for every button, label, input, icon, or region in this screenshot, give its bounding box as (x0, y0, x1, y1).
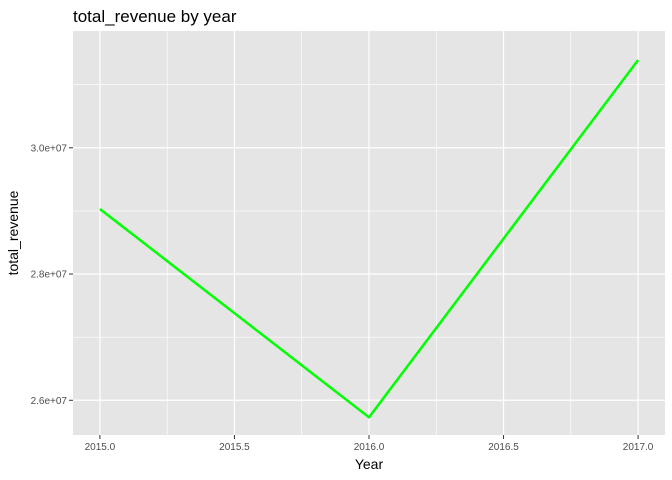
y-axis: 2.6e+07 2.8e+07 3.0e+07 (31, 143, 73, 407)
x-tick-label: 2016.5 (488, 442, 519, 453)
x-axis: 2015.0 2015.5 2016.0 2016.5 2017.0 (85, 435, 654, 453)
data-series (99, 59, 640, 419)
major-grid-lines (73, 31, 665, 435)
x-tick-label: 2015.0 (85, 442, 116, 453)
y-tick-label: 2.6e+07 (31, 396, 68, 407)
y-axis-title: total_revenue (5, 190, 21, 275)
x-tick-label: 2017.0 (623, 442, 654, 453)
series-line (99, 59, 640, 419)
x-axis-title: Year (355, 456, 384, 472)
y-tick-label: 3.0e+07 (31, 143, 68, 154)
x-tick-label: 2015.5 (219, 442, 250, 453)
y-tick-label: 2.8e+07 (31, 270, 68, 281)
chart-title: total_revenue by year (73, 7, 237, 26)
x-tick-label: 2016.0 (354, 442, 385, 453)
